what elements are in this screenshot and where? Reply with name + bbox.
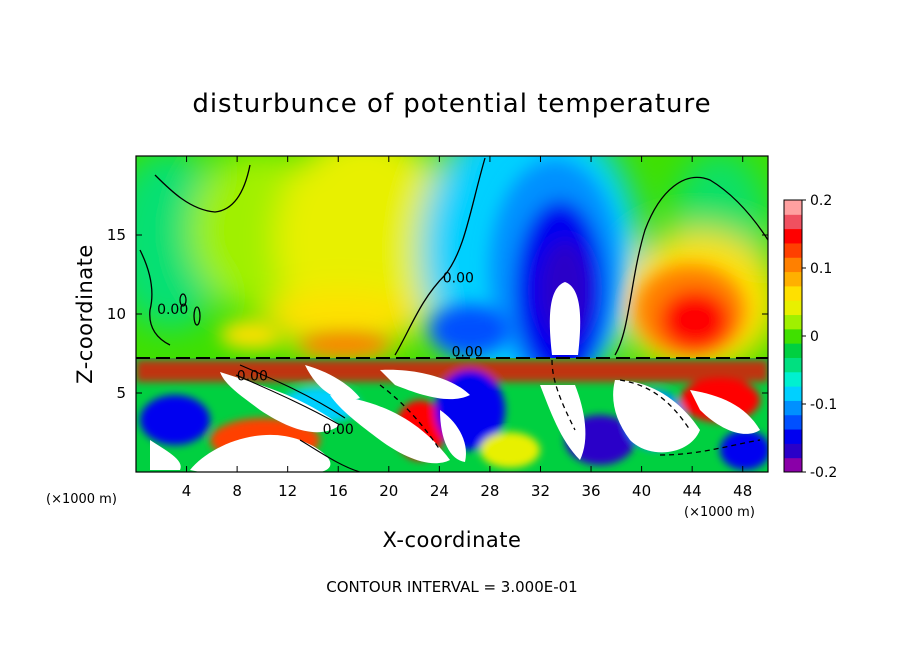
colorbar-swatch [784, 343, 802, 358]
y-axis-ticks: 5 10 15 [107, 226, 768, 402]
colorbar-swatch [784, 228, 802, 244]
x-tick-label: 36 [581, 482, 600, 500]
x-tick-label: 44 [683, 482, 702, 500]
colorbar-swatch [784, 214, 802, 230]
x-tick-label: 40 [632, 482, 651, 500]
chart-title: disturbunce of potential temperature [192, 89, 711, 119]
colorbar-swatch [784, 414, 802, 430]
colorbar-swatch [784, 457, 802, 473]
x-tick-label: 24 [430, 482, 449, 500]
colorbar-swatch [784, 386, 802, 401]
y-unit-label: (×1000 m) [46, 492, 117, 507]
heatmap-field [136, 156, 768, 472]
colorbar-tick-label: -0.1 [810, 397, 837, 413]
colorbar-swatch [784, 400, 802, 416]
colorbar-swatch [784, 257, 802, 273]
contour-label: 0.00 [323, 422, 354, 438]
colorbar-swatch [784, 443, 802, 459]
x-tick-label: 48 [733, 482, 752, 500]
y-tick-label: 5 [116, 384, 126, 402]
colorbar-tick-label: -0.2 [810, 465, 837, 481]
lower-field [136, 358, 768, 472]
y-tick-label: 15 [107, 226, 126, 244]
colorbar-swatch [784, 300, 802, 316]
colorbar-tick-label: 0.1 [810, 261, 832, 277]
x-tick-label: 4 [182, 482, 192, 500]
x-tick-label: 32 [531, 482, 550, 500]
colorbar [783, 199, 803, 473]
colorbar-ticks: 0.2 0.1 0 -0.1 -0.2 [802, 193, 837, 481]
x-unit-label: (×1000 m) [684, 505, 755, 520]
x-tick-label: 16 [329, 482, 348, 500]
y-axis-title: Z-coordinate [73, 244, 97, 384]
contour-interval-note: CONTOUR INTERVAL = 3.000E-01 [326, 578, 577, 596]
contour-lines [136, 157, 768, 472]
colorbar-swatch [784, 371, 802, 387]
colorbar-tick-label: 0.2 [810, 193, 832, 209]
colorbar-swatch [784, 285, 802, 301]
upper-field [136, 156, 768, 390]
contour-label: 0.00 [443, 270, 474, 286]
colorbar-swatch [784, 200, 802, 215]
x-tick-label: 12 [278, 482, 297, 500]
x-tick-label: 20 [379, 482, 398, 500]
y-tick-label: 10 [107, 305, 126, 323]
x-tick-label: 28 [480, 482, 499, 500]
colorbar-swatch [784, 357, 802, 373]
x-axis-ticks: 4 8 12 16 20 24 28 32 36 40 44 48 [182, 156, 752, 500]
colorbar-swatch [784, 314, 802, 330]
contour-label: 0.00 [157, 302, 188, 318]
x-axis-title: X-coordinate [383, 528, 522, 552]
colorbar-swatch [784, 328, 802, 344]
colorbar-swatch [784, 242, 802, 258]
colorbar-swatch [784, 271, 802, 287]
contour-labels: 0.00 0.00 0.00 0.00 0.00 [157, 270, 483, 438]
contour-label: 0.00 [237, 368, 268, 384]
contour-label: 0.00 [452, 345, 483, 361]
colorbar-swatch [784, 429, 802, 444]
colorbar-tick-label: 0 [810, 329, 819, 345]
x-tick-label: 8 [232, 482, 242, 500]
